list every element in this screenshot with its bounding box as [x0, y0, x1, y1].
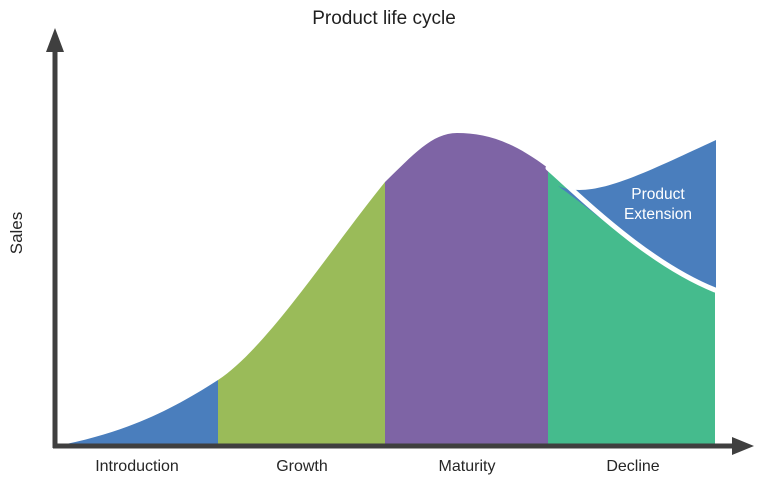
product-extension-label-line2: Extension [623, 206, 693, 223]
phase-label-growth: Growth [276, 458, 328, 475]
x-axis-arrow-icon [732, 437, 754, 455]
maturity-area [385, 133, 548, 446]
phase-label-decline: Decline [606, 458, 660, 475]
phase-label-introduction: Introduction [95, 458, 179, 475]
product-extension-label-line1: Product [631, 186, 685, 203]
extension-separator-curve [545, 165, 718, 293]
product-extension-label: Product Extension [598, 185, 718, 225]
chart-title: Product life cycle [312, 8, 456, 29]
y-axis-arrow-icon [46, 28, 64, 52]
growth-area [218, 133, 385, 446]
y-axis-label: Sales [7, 211, 26, 255]
phase-label-maturity: Maturity [438, 458, 496, 475]
introduction-area [56, 133, 218, 446]
product-extension-area [558, 140, 716, 289]
